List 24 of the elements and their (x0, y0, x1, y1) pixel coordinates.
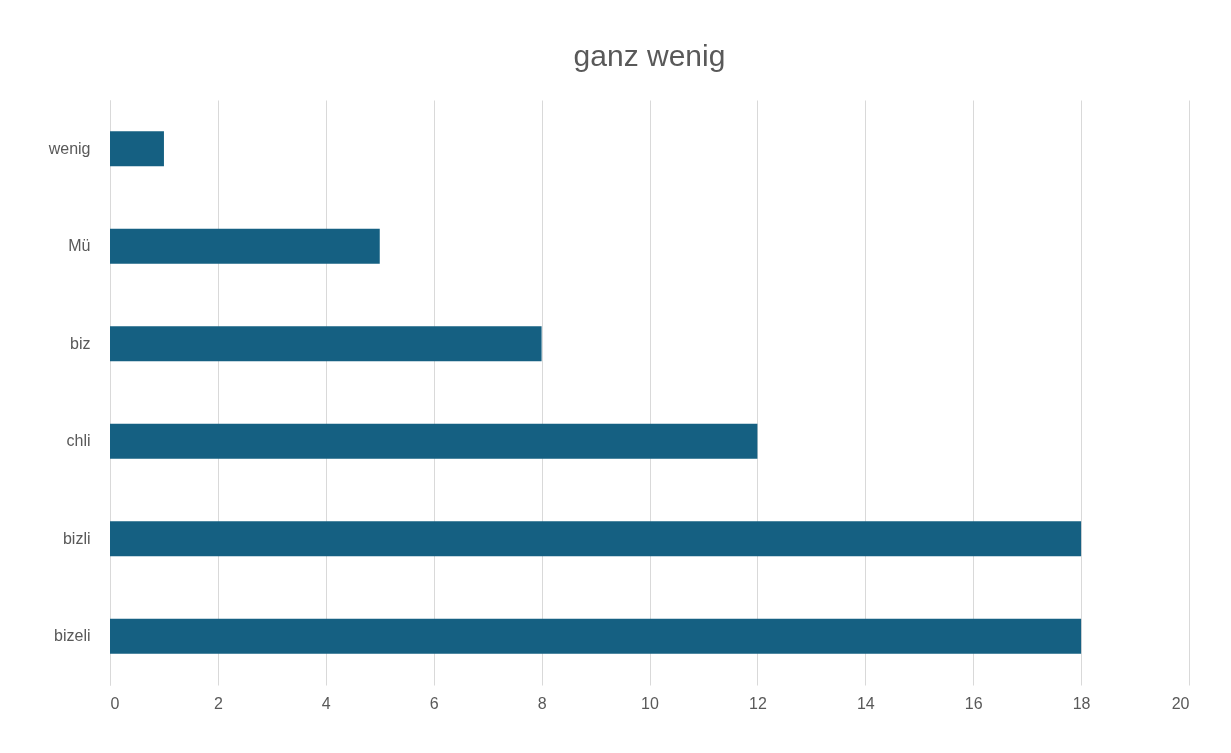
x-tick-label: 6 (429, 694, 439, 712)
x-tick-label: 14 (856, 694, 875, 712)
bar (110, 228, 380, 264)
x-tick-label: 16 (964, 694, 983, 712)
x-tick-label: 10 (641, 694, 659, 712)
y-tick-label: biz (70, 334, 91, 352)
bar (110, 423, 758, 459)
bar (110, 521, 1082, 557)
y-tick-label: Mü (68, 237, 91, 255)
y-tick-label: bizeli (54, 627, 91, 645)
x-tick-label: 8 (537, 694, 547, 712)
bar (110, 618, 1082, 654)
x-tick-label: 20 (1171, 694, 1190, 712)
bar (110, 131, 164, 167)
y-tick-label: bizli (62, 529, 91, 547)
x-tick-label: 18 (1072, 694, 1091, 712)
x-tick-label: 4 (321, 694, 331, 712)
x-tick-label: 0 (110, 694, 120, 712)
y-tick-label: chli (66, 432, 91, 450)
x-tick-label: 12 (749, 694, 767, 712)
x-tick-label: 2 (213, 694, 223, 712)
bar (110, 326, 542, 362)
chart-title: ganz wenig (573, 39, 726, 72)
y-tick-label: wenig (47, 139, 91, 157)
